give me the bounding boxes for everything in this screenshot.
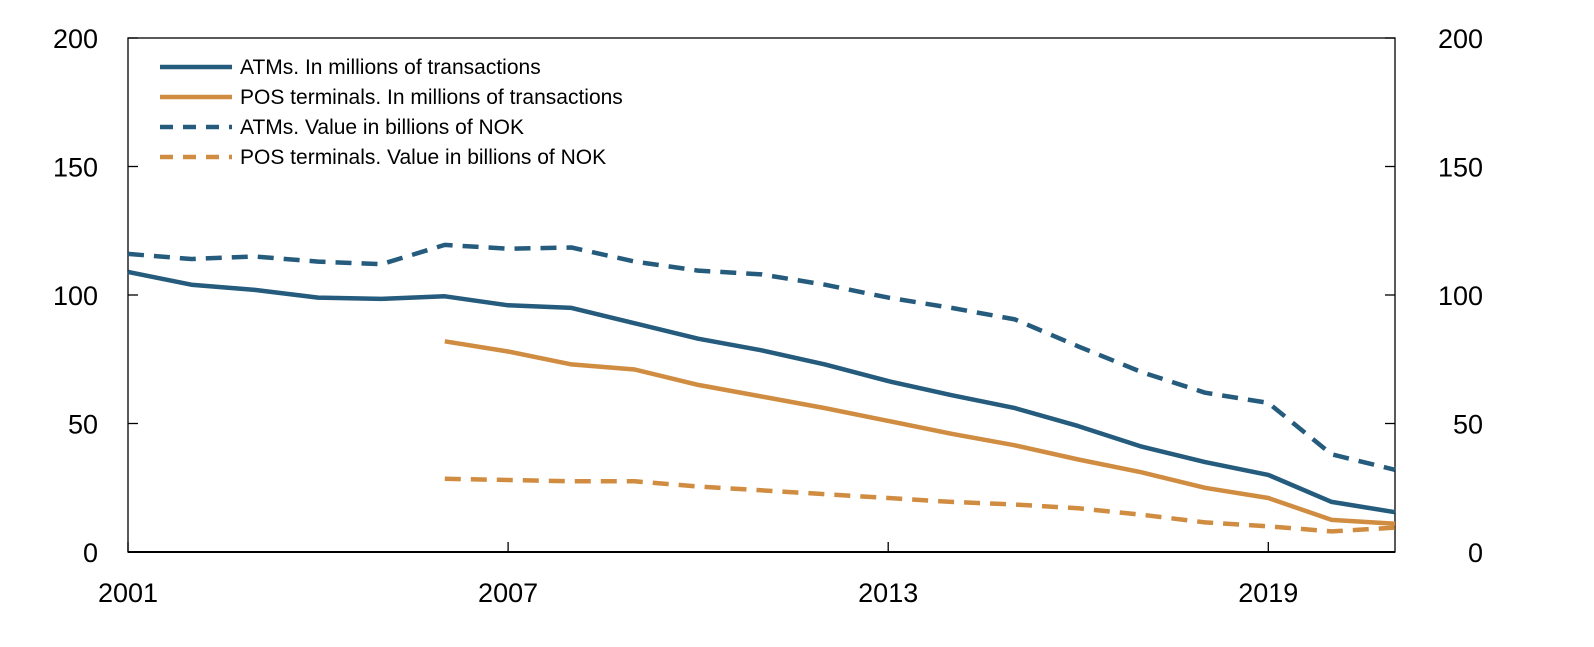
axes: 0 50 100 150 200 0 50 100 150 200 2001 2007 2013 2019 — [53, 24, 1483, 608]
x-tick-label: 2013 — [858, 578, 918, 608]
y-tick-label-left: 150 — [53, 153, 98, 183]
y-tick-label-right: 100 — [1438, 281, 1483, 311]
x-tick-label: 2001 — [98, 578, 158, 608]
series-lines — [127, 242, 1396, 534]
y-tick-label-right: 150 — [1438, 153, 1483, 183]
y-tick-label-right: 0 — [1468, 538, 1483, 568]
y-tick-label-left: 0 — [83, 538, 98, 568]
series-line-pos-terminals-value-in-billions-of-nok — [444, 476, 1396, 534]
series-line-atms-value-in-billions-of-nok — [127, 242, 1396, 472]
x-tick-label: 2019 — [1238, 578, 1298, 608]
legend-label: ATMs. In millions of transactions — [240, 56, 541, 79]
legend-label: POS terminals. Value in billions of NOK — [240, 146, 606, 169]
series-line-atms-in-millions-of-transactions — [127, 269, 1396, 515]
y-tick-label-right: 200 — [1438, 24, 1483, 54]
y-tick-label-left: 200 — [53, 24, 98, 54]
legend-label: POS terminals. In millions of transactio… — [240, 86, 623, 109]
legend-label: ATMs. Value in billions of NOK — [240, 116, 524, 139]
legend: ATMs. In millions of transactions POS ter… — [160, 56, 623, 169]
x-tick-label: 2007 — [478, 578, 538, 608]
y-tick-label-left: 100 — [53, 281, 98, 311]
y-tick-label-right: 50 — [1453, 410, 1483, 440]
series-line-pos-terminals-in-millions-of-transactions — [444, 339, 1396, 526]
y-tick-label-left: 50 — [68, 410, 98, 440]
